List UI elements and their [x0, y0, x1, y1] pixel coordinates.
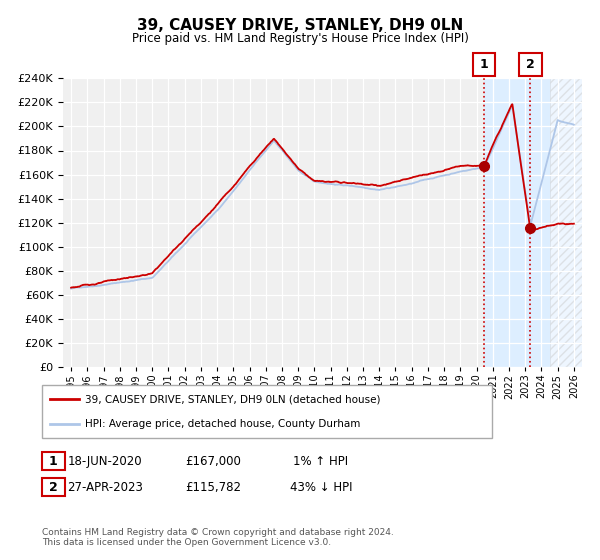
Bar — [42, 385, 492, 438]
Text: 18-JUN-2020: 18-JUN-2020 — [68, 455, 142, 468]
Text: HPI: Average price, detached house, County Durham: HPI: Average price, detached house, Coun… — [85, 419, 361, 429]
Text: 1: 1 — [49, 455, 58, 468]
Text: 1% ↑ HPI: 1% ↑ HPI — [293, 455, 349, 468]
Text: £167,000: £167,000 — [185, 455, 241, 468]
Text: 39, CAUSEY DRIVE, STANLEY, DH9 0LN: 39, CAUSEY DRIVE, STANLEY, DH9 0LN — [137, 18, 463, 33]
Bar — [42, 478, 65, 496]
Text: 27-APR-2023: 27-APR-2023 — [67, 480, 143, 494]
Bar — [484, 78, 582, 367]
Text: £115,782: £115,782 — [185, 480, 241, 494]
Text: 1: 1 — [479, 58, 488, 71]
Bar — [550, 78, 582, 367]
Text: 43% ↓ HPI: 43% ↓ HPI — [290, 480, 352, 494]
Text: 2: 2 — [49, 480, 58, 494]
Bar — [519, 53, 542, 76]
Text: Contains HM Land Registry data © Crown copyright and database right 2024.
This d: Contains HM Land Registry data © Crown c… — [42, 528, 394, 547]
Bar — [473, 53, 496, 76]
Text: Price paid vs. HM Land Registry's House Price Index (HPI): Price paid vs. HM Land Registry's House … — [131, 32, 469, 45]
Text: 2: 2 — [526, 58, 535, 71]
Bar — [42, 452, 65, 470]
Text: 39, CAUSEY DRIVE, STANLEY, DH9 0LN (detached house): 39, CAUSEY DRIVE, STANLEY, DH9 0LN (deta… — [85, 394, 381, 404]
